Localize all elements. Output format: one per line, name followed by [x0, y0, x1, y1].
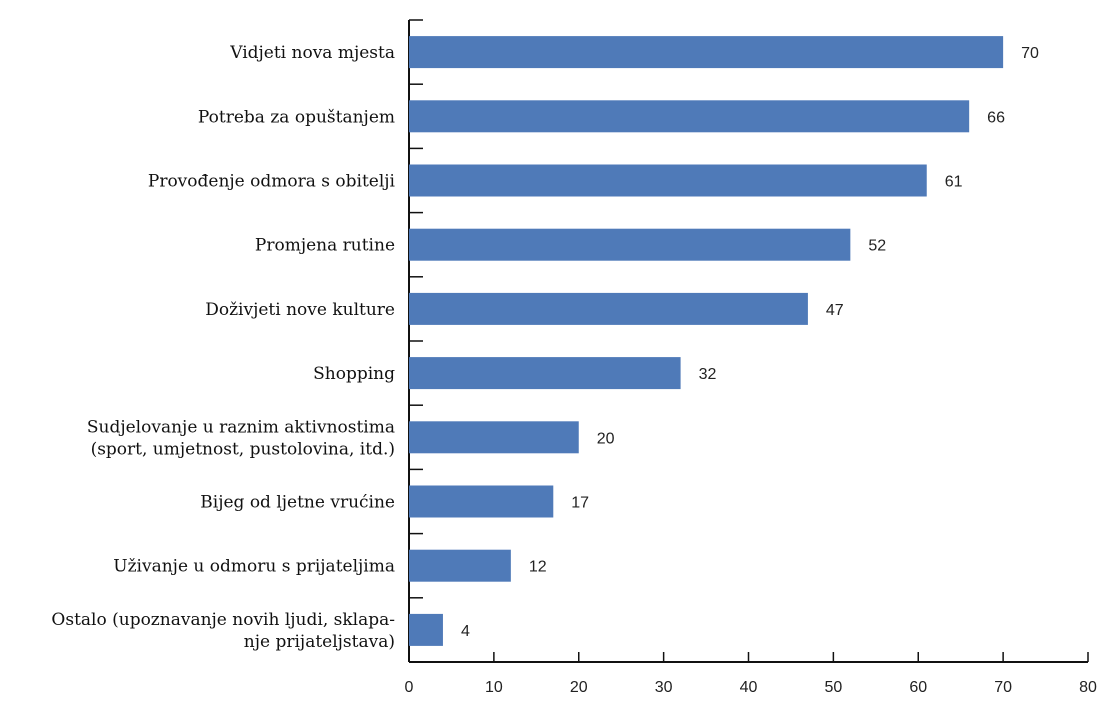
category-label: nje prijateljstava) [244, 632, 395, 652]
category-label: Uživanje u odmoru s prijateljima [113, 557, 395, 577]
category-label: Promjena rutine [255, 236, 395, 256]
category-label: Provođenje odmora s obitelji [148, 172, 396, 192]
x-tick-label: 40 [740, 679, 758, 696]
bar [409, 100, 970, 133]
category-label: Potreba za opuštanjem [198, 107, 395, 127]
bar [409, 357, 681, 390]
bar [409, 421, 579, 454]
bar-value-label: 70 [1021, 45, 1039, 62]
bar [409, 549, 511, 582]
x-tick-label: 30 [655, 679, 673, 696]
category-label: Ostalo (upoznavanje novih ljudi, sklapa- [51, 610, 395, 630]
category-label: Shopping [313, 364, 395, 384]
bar [409, 36, 1004, 69]
bar [409, 485, 554, 518]
bar-value-label: 66 [987, 109, 1005, 126]
x-tick-label: 70 [994, 679, 1012, 696]
bar-value-label: 52 [868, 238, 886, 255]
x-tick-label: 50 [824, 679, 842, 696]
category-label: Doživjeti nove kulture [205, 300, 395, 320]
x-tick-label: 10 [485, 679, 503, 696]
bar-value-label: 17 [571, 495, 589, 512]
labels: 0 10 20 30 40 50 60 70 80 70 Vidjeti nova mjesta 66… [51, 43, 1097, 696]
x-tick-label: 20 [570, 679, 588, 696]
bar-value-label: 20 [597, 430, 615, 447]
bar-value-label: 4 [461, 623, 470, 640]
x-tick-label: 80 [1079, 679, 1097, 696]
bar-value-label: 61 [945, 174, 963, 191]
bar [409, 164, 927, 197]
category-label: Vidjeti nova mjesta [229, 43, 395, 63]
bars [409, 36, 1004, 646]
bar-value-label: 32 [699, 366, 717, 383]
x-tick-label: 60 [909, 679, 927, 696]
category-label: Sudjelovanje u raznim aktivnostima [87, 417, 395, 437]
x-tick-label: 0 [405, 679, 414, 696]
bar-value-label: 47 [826, 302, 844, 319]
category-label: (sport, umjetnost, pustolovina, itd.) [91, 439, 395, 459]
category-label: Bijeg od ljetne vrućine [200, 493, 395, 513]
bar [409, 228, 851, 261]
bar [409, 613, 443, 646]
bar [409, 292, 808, 325]
bar-value-label: 12 [529, 559, 547, 576]
